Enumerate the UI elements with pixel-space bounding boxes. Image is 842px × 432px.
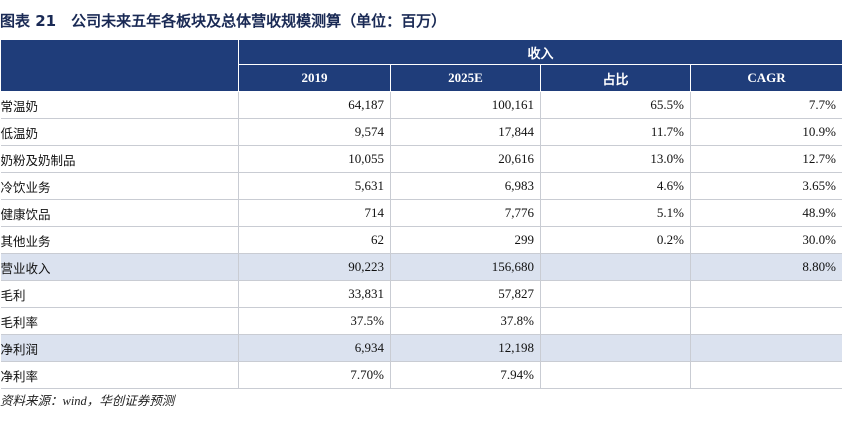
cell: 6,934 [238, 334, 391, 362]
cell: 10.9% [690, 118, 842, 146]
table-row: 净利润 6,934 12,198 [0, 334, 842, 362]
table: 收入 2019 2025E 占比 CAGR 常温奶 64,187 100,161 65.5%… [0, 39, 842, 389]
column-header: 占比 [540, 64, 691, 92]
cell: 57,827 [390, 280, 541, 308]
title: 图表 21 公司未来五年各板块及总体营收规模测算（单位：百万） [0, 12, 447, 30]
cell [690, 334, 842, 362]
cell: 11.7% [540, 118, 691, 146]
cell: 12,198 [390, 334, 541, 362]
cell: 299 [390, 226, 541, 254]
row-label: 健康饮品 [0, 199, 239, 227]
table-row: 营业收入 90,223 156,680 8.80% [0, 253, 842, 281]
table-row: 常温奶 64,187 100,161 65.5% 7.7% [0, 91, 842, 119]
cell: 48.9% [690, 199, 842, 227]
table-row: 净利率 7.70% 7.94% [0, 361, 842, 389]
cell: 7,776 [390, 199, 541, 227]
cell: 10,055 [238, 145, 391, 173]
cell: 5,631 [238, 172, 391, 200]
cell: 8.80% [690, 253, 842, 281]
cell [690, 307, 842, 335]
column-header: 2019 [238, 64, 391, 92]
cell: 4.6% [540, 172, 691, 200]
cell: 13.0% [540, 145, 691, 173]
row-label: 其他业务 [0, 226, 239, 254]
row-label: 冷饮业务 [0, 172, 239, 200]
cell: 7.94% [390, 361, 541, 389]
cell: 5.1% [540, 199, 691, 227]
row-label: 低温奶 [0, 118, 239, 146]
cell: 7.7% [690, 91, 842, 119]
cell: 33,831 [238, 280, 391, 308]
cell: 17,844 [390, 118, 541, 146]
cell [540, 334, 691, 362]
table-row: 冷饮业务 5,631 6,983 4.6% 3.65% [0, 172, 842, 200]
cell: 7.70% [238, 361, 391, 389]
cell [540, 253, 691, 281]
corner-header [0, 39, 239, 92]
group-header: 收入 [237, 39, 842, 65]
cell [540, 307, 691, 335]
cell: 156,680 [390, 253, 541, 281]
cell: 65.5% [540, 91, 691, 119]
cell: 12.7% [690, 145, 842, 173]
cell [540, 361, 691, 389]
row-label: 净利润 [0, 334, 239, 362]
table-row: 健康饮品 714 7,776 5.1% 48.9% [0, 199, 842, 227]
cell: 30.0% [690, 226, 842, 254]
table-row: 低温奶 9,574 17,844 11.7% 10.9% [0, 118, 842, 146]
cell: 6,983 [390, 172, 541, 200]
cell: 0.2% [540, 226, 691, 254]
cell: 64,187 [238, 91, 391, 119]
column-header: 2025E [390, 64, 541, 92]
row-label: 营业收入 [0, 253, 239, 281]
column-header: CAGR [689, 64, 842, 92]
cell: 20,616 [390, 145, 541, 173]
row-label: 毛利率 [0, 307, 239, 335]
cell [690, 361, 842, 389]
cell: 37.8% [390, 307, 541, 335]
table-row: 毛利 33,831 57,827 [0, 280, 842, 308]
cell: 714 [238, 199, 391, 227]
table-row: 毛利率 37.5% 37.8% [0, 307, 842, 335]
cell: 100,161 [390, 91, 541, 119]
row-label: 常温奶 [0, 91, 239, 119]
row-label: 奶粉及奶制品 [0, 145, 239, 173]
cell: 90,223 [238, 253, 391, 281]
cell: 37.5% [238, 307, 391, 335]
cell [540, 280, 691, 308]
cell: 3.65% [690, 172, 842, 200]
row-label: 净利率 [0, 361, 239, 389]
source-note: 资料来源：wind，华创证券预测 [0, 394, 175, 408]
row-label: 毛利 [0, 280, 239, 308]
cell: 62 [238, 226, 391, 254]
cell: 9,574 [238, 118, 391, 146]
cell [690, 280, 842, 308]
table-row: 其他业务 62 299 0.2% 30.0% [0, 226, 842, 254]
table-row: 奶粉及奶制品 10,055 20,616 13.0% 12.7% [0, 145, 842, 173]
